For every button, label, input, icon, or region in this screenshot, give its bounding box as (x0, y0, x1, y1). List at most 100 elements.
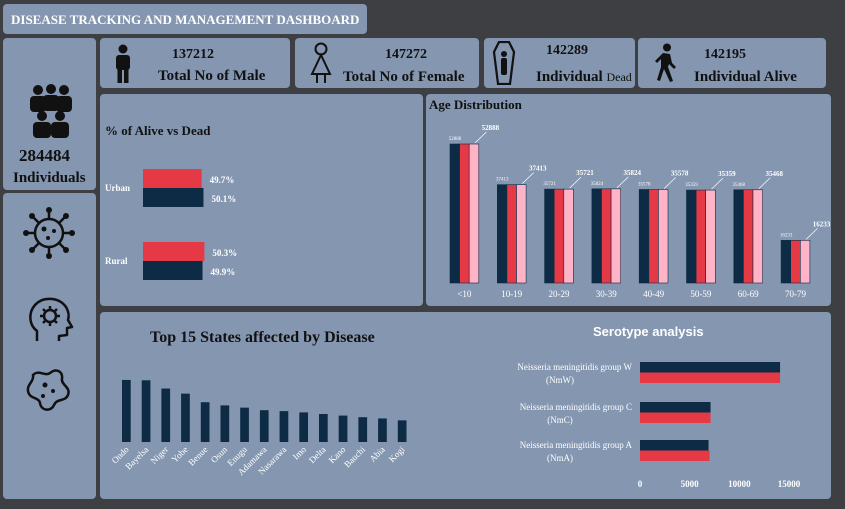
age-label-leader (663, 177, 676, 189)
age-category-label: 20-29 (549, 289, 570, 299)
state-bar (397, 420, 407, 442)
virus-icon (23, 207, 75, 259)
state-bar (378, 418, 387, 442)
age-bar (695, 189, 707, 284)
state-bar (358, 417, 368, 442)
alive-label: Individual Alive (694, 69, 797, 85)
age-label-leader (616, 176, 629, 189)
state-bar (220, 405, 230, 442)
state-bar (141, 380, 151, 442)
dashboard-title: DISEASE TRACKING AND MANAGEMENT DASHBOAR… (11, 12, 360, 27)
alive-dead-bar (143, 188, 204, 207)
serotype-title: Serotype analysis (593, 324, 704, 339)
age-bar (591, 188, 602, 284)
dead-count: 142289 (546, 43, 588, 58)
age-distribution-panel: Age Distribution 52888 52888 <10 37413 37413… (426, 94, 831, 306)
dead-label-main: Individual (536, 69, 603, 85)
age-value-label: 37413 (529, 165, 547, 173)
alive-dead-value-label: 50.3% (212, 248, 237, 258)
age-bar (705, 189, 716, 284)
age-bar (752, 189, 763, 284)
alive-dead-category-label: Urban (105, 183, 130, 193)
serotype-tick-label: 10000 (728, 479, 751, 489)
states-serotype-panel: Top 15 States affected by Disease Seroty… (100, 312, 831, 499)
serotype-category-label-sub: (NmA) (547, 453, 573, 463)
kpi-alive-card: 142195 Individual Alive (638, 38, 826, 88)
serotype-bar (640, 362, 781, 373)
kpi-dead-card: 142289 Individual Dead (484, 38, 635, 88)
age-bar (780, 240, 792, 284)
age-bar (553, 188, 565, 284)
state-category-label: Abia (367, 444, 386, 463)
state-bar (122, 379, 131, 442)
total-individuals-label: Individuals (13, 170, 86, 186)
group-icon (30, 84, 72, 138)
serotype-category-label: Neisseria meningitidis group C (520, 402, 632, 412)
age-category-label: 70-79 (785, 289, 806, 299)
age-small-value-label: 37413 (496, 178, 509, 183)
walking-icon (655, 43, 676, 82)
kpi-male-card: 137212 Total No of Male (100, 38, 290, 88)
coffin-icon (492, 41, 516, 85)
age-bar (638, 189, 650, 284)
serotype-bar (640, 450, 710, 461)
age-bar (506, 184, 517, 284)
age-small-value-label: 35359 (685, 183, 698, 188)
serotype-bar (640, 440, 709, 451)
serotype-tick-label: 5000 (681, 479, 700, 489)
alive-dead-title: % of Alive vs Dead (105, 123, 211, 138)
age-value-label: 35468 (765, 170, 783, 178)
male-count: 137212 (172, 47, 214, 62)
alive-dead-chart: Urban 49.7% 50.1% Rural 50.3% 49.9% (105, 169, 237, 280)
state-bar (181, 393, 190, 442)
age-bar (799, 240, 811, 284)
age-bar (544, 188, 555, 284)
age-category-label: <10 (457, 289, 472, 299)
age-value-label: 52888 (482, 124, 500, 132)
age-small-value-label: 52888 (449, 137, 462, 142)
age-bar (658, 189, 669, 284)
serotype-tick-label: 15000 (778, 479, 801, 489)
age-label-leader (474, 131, 487, 144)
state-category-label: Niger (149, 444, 171, 466)
age-small-value-label: 35578 (638, 182, 651, 187)
alive-dead-value-label: 49.7% (210, 175, 235, 185)
state-bar (161, 388, 171, 442)
dashboard-title-box: DISEASE TRACKING AND MANAGEMENT DASHBOAR… (3, 4, 367, 34)
age-bar (686, 189, 697, 284)
age-value-label: 35824 (624, 169, 642, 177)
female-count: 147272 (385, 47, 427, 62)
age-bar (516, 184, 527, 284)
age-value-label: 35578 (671, 169, 689, 177)
state-category-label: Kogi (387, 444, 407, 464)
age-bar (790, 240, 801, 284)
age-distribution-chart: 52888 52888 <10 37413 37413 10-19 35721 35721 20… (449, 124, 831, 299)
serotype-category-label-sub: (NmC) (547, 415, 573, 425)
age-label-leader (522, 172, 534, 184)
alive-dead-category-label: Rural (105, 256, 128, 266)
age-category-label: 60-69 (738, 289, 759, 299)
age-small-value-label: 35721 (543, 182, 556, 187)
age-value-label: 16233 (813, 220, 831, 228)
age-label-leader (758, 177, 771, 190)
age-small-value-label: 35824 (591, 182, 604, 187)
sidebar-icons-panel (3, 193, 96, 499)
state-category-label: Imo (291, 444, 309, 462)
female-label: Total No of Female (343, 69, 465, 85)
dead-label-sub: Dead (606, 70, 632, 84)
age-category-label: 10-19 (501, 289, 522, 299)
kpi-female-card: 147272 Total No of Female (295, 38, 479, 88)
state-bar (240, 407, 249, 442)
age-bar (468, 143, 480, 284)
age-label-leader (711, 177, 724, 190)
states-title: Top 15 States affected by Disease (150, 329, 375, 346)
age-label-leader (805, 228, 818, 240)
total-individuals-count: 284484 (19, 146, 70, 165)
age-distribution-title: Age Distribution (429, 97, 522, 112)
state-bar (319, 414, 328, 442)
state-category-label: Benue (186, 444, 209, 467)
state-bar (338, 415, 348, 442)
serotype-category-label: Neisseria meningitidis group W (517, 362, 632, 372)
age-bar (497, 184, 508, 284)
